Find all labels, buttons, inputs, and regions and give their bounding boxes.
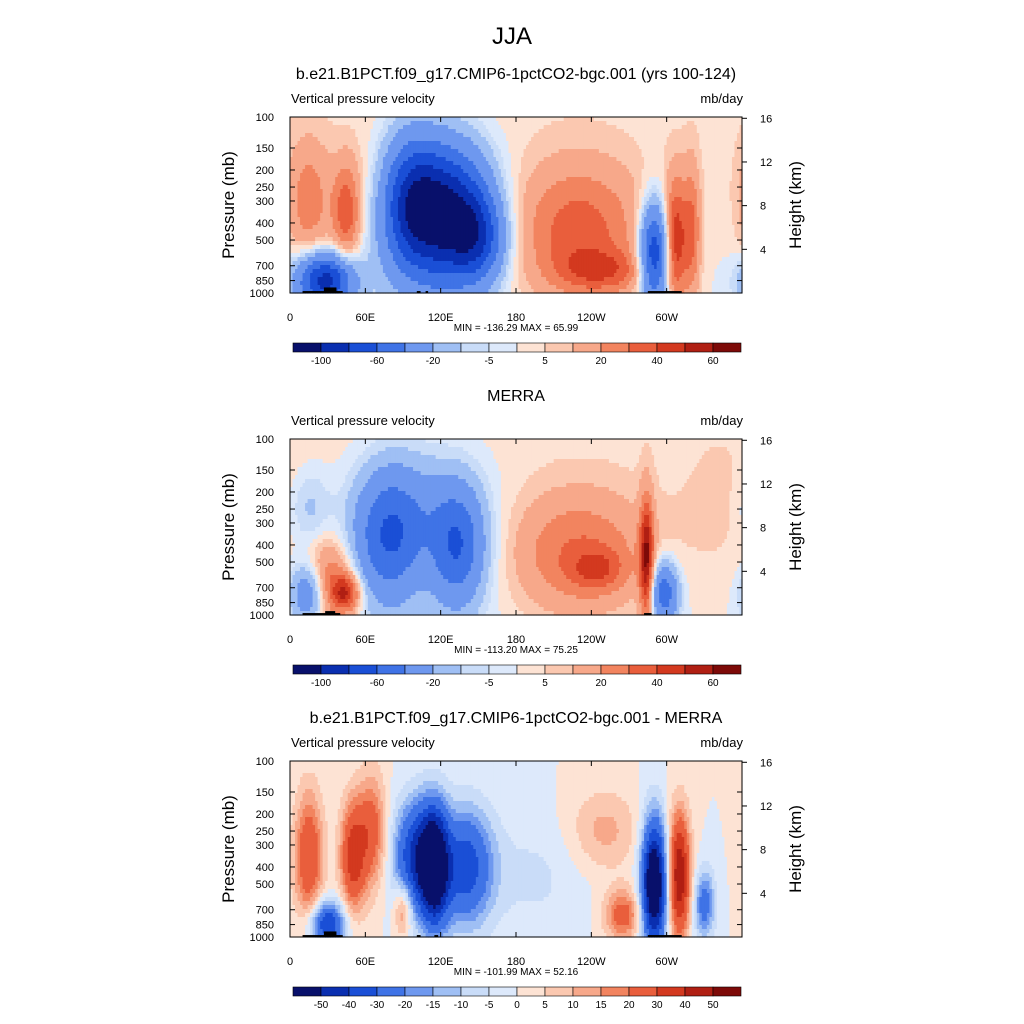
field-cells: [290, 117, 743, 294]
variable-label: Vertical pressure velocity: [291, 91, 435, 106]
panels: b.e21.B1PCT.f09_g17.CMIP6-1pctCO2-bgc.00…: [219, 66, 805, 1011]
panel-title: b.e21.B1PCT.f09_g17.CMIP6-1pctCO2-bgc.00…: [296, 66, 736, 83]
figure-title: JJA: [492, 23, 532, 50]
units-label: mb/day: [700, 91, 743, 106]
jja-figure: JJA b.e21.B1PCT.f09_g17.CMIP6-1pctCO2-bg…: [0, 0, 1024, 1024]
panel-1: b.e21.B1PCT.f09_g17.CMIP6-1pctCO2-bgc.00…: [219, 66, 805, 367]
